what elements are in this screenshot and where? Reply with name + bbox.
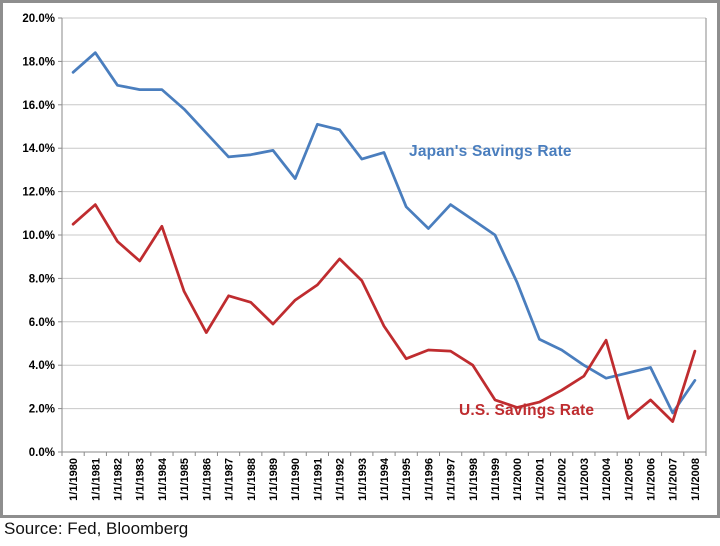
x-axis-label: 1/1/1983 [135, 458, 147, 501]
x-axis-label: 1/1/1989 [268, 458, 280, 501]
x-axis-label: 1/1/1991 [312, 458, 324, 501]
x-axis-label: 1/1/1987 [224, 458, 236, 501]
japan-series-label: Japan's Savings Rate [409, 143, 572, 160]
x-axis-label: 1/1/2008 [690, 458, 702, 501]
x-axis-label: 1/1/1984 [157, 457, 169, 501]
y-axis-label: 12.0% [22, 187, 55, 199]
x-axis-label: 1/1/1997 [446, 458, 458, 501]
x-axis-label: 1/1/2001 [534, 458, 546, 501]
x-axis-label: 1/1/2000 [512, 458, 524, 501]
x-axis-label: 1/1/1998 [468, 458, 480, 501]
y-axis-label: 10.0% [22, 230, 55, 242]
x-axis-label: 1/1/2007 [668, 458, 680, 501]
chart-plot-area: 0.0% 2.0% 4.0% 6.0% 8.0% 10.0% 12.0% 14.0% 16.0%… [22, 13, 707, 501]
y-axis-label: 16.0% [22, 100, 55, 112]
x-axis-label: 1/1/1996 [423, 458, 435, 501]
y-axis-label: 8.0% [29, 273, 55, 285]
x-axis-label: 1/1/1988 [246, 458, 258, 501]
y-axis-label: 4.0% [29, 360, 55, 372]
us-series-line [71, 203, 697, 423]
x-axis-label: 1/1/2003 [579, 458, 591, 501]
y-axis-label: 14.0% [22, 143, 55, 155]
x-axis-label: 1/1/2006 [645, 458, 657, 501]
y-axis-label: 20.0% [22, 13, 55, 25]
x-axis-label: 1/1/1986 [201, 458, 213, 501]
x-axis-label: 1/1/1982 [113, 458, 125, 501]
us-series-label: U.S. Savings Rate [459, 402, 595, 419]
y-axis-label: 2.0% [29, 404, 55, 416]
japan-series-line [71, 51, 697, 415]
x-axis-label: 1/1/1994 [379, 457, 391, 501]
x-axis-label: 1/1/1993 [357, 458, 369, 501]
x-axis-label: 1/1/2004 [601, 457, 613, 501]
x-axis-label: 1/1/1980 [68, 458, 80, 501]
y-axis-label: 18.0% [22, 56, 55, 68]
source-caption: Source: Fed, Bloomberg [4, 519, 189, 538]
y-axis-label: 6.0% [29, 317, 55, 329]
x-axis-label: 1/1/1990 [290, 458, 302, 501]
x-axis-label: 1/1/2005 [623, 458, 635, 501]
x-axis-label: 1/1/1995 [401, 458, 413, 501]
y-axis-label: 0.0% [29, 447, 55, 459]
x-axis-label: 1/1/2002 [557, 458, 569, 501]
x-axis-label: 1/1/1981 [90, 458, 102, 501]
x-axis-label: 1/1/1985 [179, 458, 191, 501]
x-axis-label: 1/1/1999 [490, 458, 502, 501]
savings-rate-chart: 0.0% 2.0% 4.0% 6.0% 8.0% 10.0% 12.0% 14.0% 16.0%… [0, 0, 720, 518]
x-axis-label: 1/1/1992 [335, 458, 347, 501]
